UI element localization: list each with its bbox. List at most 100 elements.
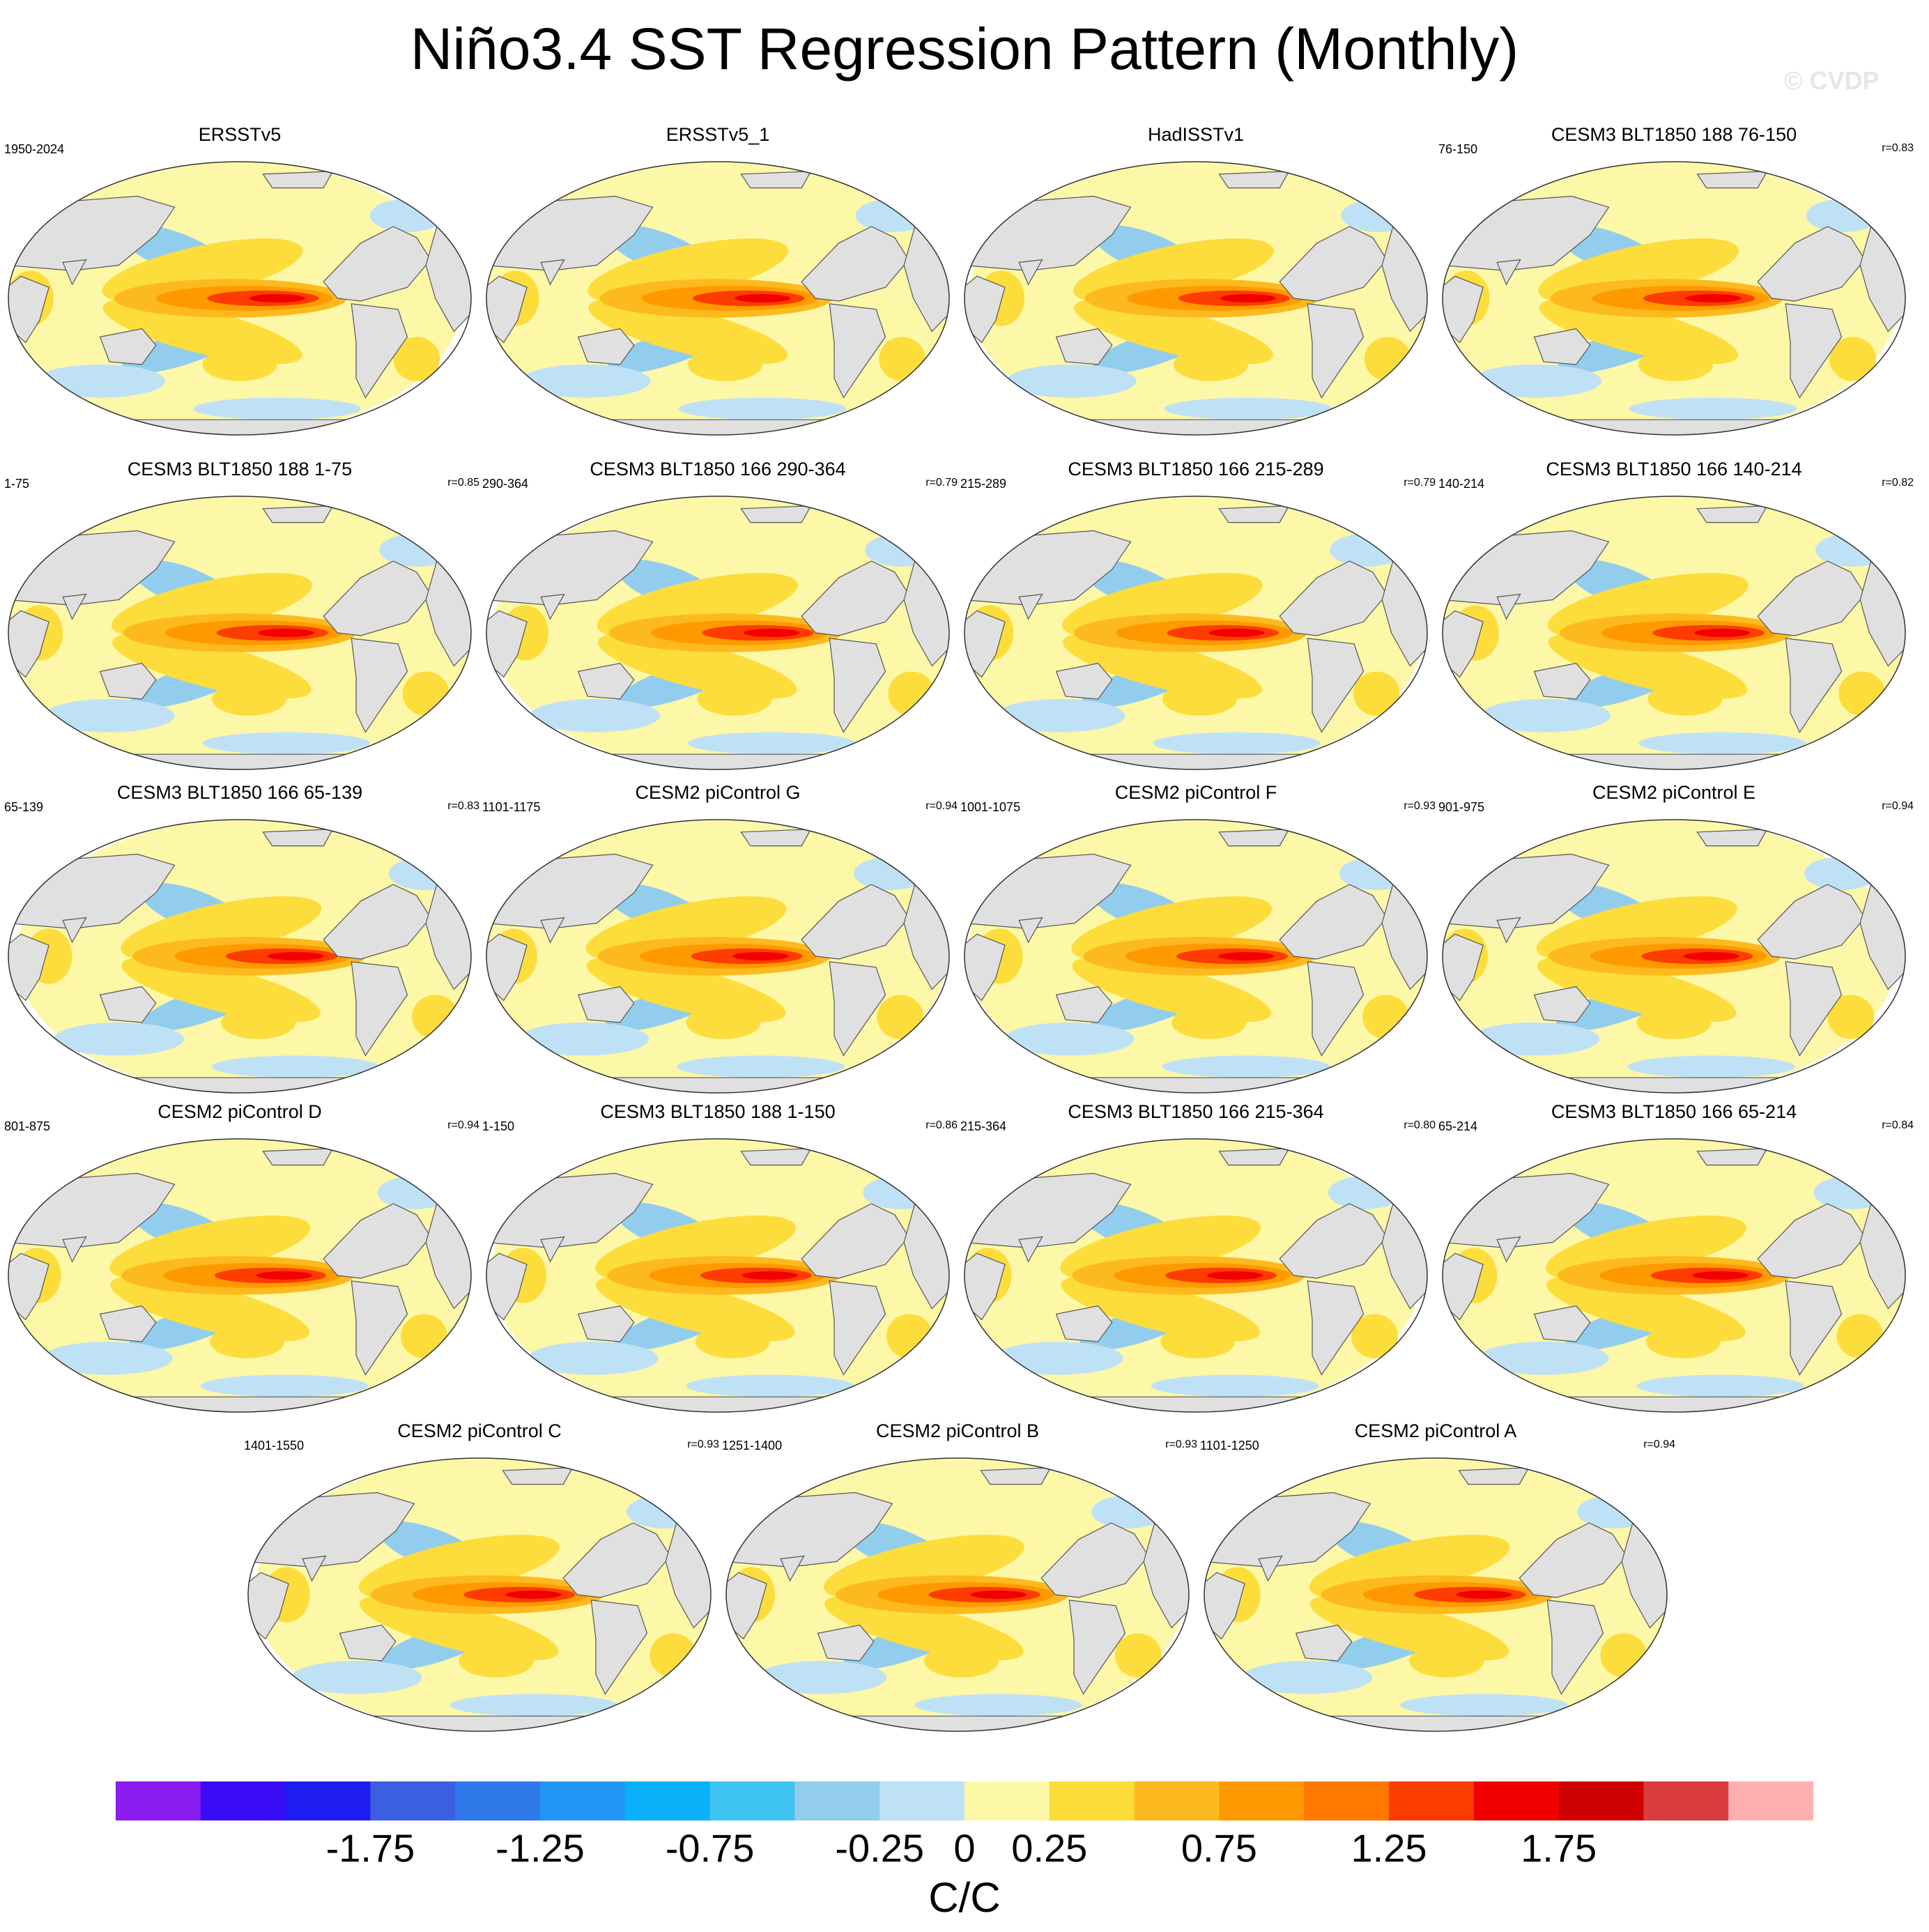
colorbar-swatch — [1643, 1781, 1729, 1820]
map-border — [1442, 819, 1906, 1094]
land-mass — [1295, 1624, 1353, 1662]
sst-anomaly-region — [210, 1325, 285, 1358]
panel-title: CESM3 BLT1850 188 1-75 — [127, 459, 353, 480]
land-mass — [817, 1624, 875, 1662]
land-mass — [99, 1305, 157, 1342]
map-border — [964, 161, 1428, 436]
panel-pattern-correlation: r=0.93 — [1404, 800, 1436, 812]
colorbar-swatch — [200, 1781, 286, 1820]
sst-anomaly-region — [379, 533, 454, 567]
land-mass — [1204, 1572, 1245, 1640]
panel-period: 901-975 — [1438, 800, 1485, 814]
land-mass — [726, 1572, 767, 1640]
land-mass — [1785, 1280, 1843, 1376]
sst-anomaly-region — [1469, 1022, 1600, 1056]
sst-anomaly-region — [1537, 956, 1737, 1022]
map-panel: CESM3 BLT1850 166 215-364 215-364 r=0.80 — [956, 1100, 1436, 1420]
land-mass — [502, 1467, 574, 1485]
panel-title: CESM2 piControl D — [157, 1101, 322, 1122]
map-panel: CESM3 BLT1850 166 290-364 290-364 r=0.79 — [478, 457, 958, 778]
sst-anomaly-region — [1114, 1633, 1162, 1678]
land-mass — [262, 1148, 334, 1166]
sst-anomaly-region — [697, 682, 772, 716]
panel-pattern-correlation: r=0.94 — [447, 1119, 479, 1131]
map-svg — [964, 819, 1428, 1094]
colorbar-swatch — [370, 1781, 456, 1820]
map-svg — [964, 161, 1428, 436]
sst-anomaly-region — [1683, 952, 1739, 960]
land-mass — [1055, 1305, 1113, 1342]
land-mass — [486, 275, 528, 344]
colorbar-tick-label: -1.25 — [495, 1826, 585, 1870]
colorbar-swatch — [1219, 1781, 1305, 1820]
panel-title: CESM3 BLT1850 166 65-139 — [116, 782, 363, 803]
sst-anomaly-region — [1829, 337, 1876, 381]
map-panel: ERSSTv5_1 — [478, 123, 958, 443]
colorbar-swatch — [709, 1781, 795, 1820]
land-mass — [62, 593, 87, 620]
land-mass — [779, 1715, 1136, 1731]
land-mass — [99, 662, 157, 700]
land-mass — [964, 275, 1006, 344]
land-mass — [740, 1148, 812, 1166]
colorbar-swatch — [285, 1781, 371, 1820]
land-mass — [262, 829, 334, 847]
land-mass — [1218, 829, 1290, 847]
map-svg — [8, 819, 472, 1094]
sst-anomaly-region — [291, 1661, 422, 1694]
land-mass — [1443, 1252, 1484, 1321]
land-mass — [740, 505, 812, 523]
sst-anomaly-region — [401, 1314, 447, 1358]
panel-period: 76-150 — [1438, 142, 1478, 156]
sst-anomaly-region — [1539, 298, 1739, 365]
land-mass — [964, 1252, 1006, 1321]
colorbar-swatch — [879, 1781, 965, 1820]
land-mass — [302, 1555, 327, 1582]
land-mass — [61, 753, 418, 769]
sst-anomaly-region — [1164, 397, 1332, 420]
panel-title: CESM2 piControl B — [875, 1420, 1040, 1441]
map-svg — [1204, 1457, 1668, 1732]
land-mass — [590, 1600, 648, 1695]
sst-anomaly-region — [686, 1006, 761, 1039]
land-mass — [577, 662, 635, 700]
colorbar-tick-labels: -1.75 -1.25 -0.75 -0.25 0 0.25 0.75 1.25 1.75 — [0, 1826, 1929, 1882]
sst-anomaly-region — [211, 682, 286, 716]
land-mass — [351, 1280, 408, 1376]
panel-title: CESM3 BLT1850 166 215-289 — [1068, 459, 1324, 480]
sst-anomaly-region — [877, 995, 924, 1039]
panel-title: ERSSTv5 — [198, 124, 282, 145]
sst-anomaly-region — [1160, 1325, 1236, 1358]
sst-anomaly-region — [854, 857, 928, 890]
map-panel: CESM3 BLT1850 188 1-150 1-150 r=0.86 — [478, 1100, 958, 1420]
land-mass — [1443, 275, 1484, 344]
land-mass — [1533, 328, 1591, 365]
sst-anomaly-region — [1162, 682, 1237, 716]
panel-title: CESM2 piControl A — [1354, 1420, 1517, 1441]
sst-anomaly-region — [520, 365, 651, 398]
sst-anomaly-region — [1400, 1694, 1568, 1717]
sst-anomaly-region — [879, 337, 925, 381]
land-mass — [1785, 638, 1843, 733]
land-mass — [486, 610, 528, 678]
map-panel: CESM2 piControl C 1401-1550 r=0.93 — [240, 1419, 719, 1740]
land-mass — [486, 1252, 528, 1321]
panel-pattern-correlation: r=0.94 — [1643, 1439, 1675, 1450]
land-mass — [1546, 1600, 1604, 1695]
sst-anomaly-region — [1694, 629, 1751, 637]
sst-anomaly-region — [1153, 732, 1321, 755]
sst-anomaly-region — [1548, 633, 1748, 699]
colorbar-swatch — [455, 1781, 541, 1820]
map-panel: CESM2 piControl A 1101-1250 r=0.94 — [1196, 1419, 1675, 1740]
land-mass — [248, 1572, 289, 1640]
sst-anomaly-region — [677, 1055, 845, 1078]
land-mass — [540, 917, 565, 944]
map-panel: CESM3 BLT1850 188 76-150 76-150 r=0.83 — [1434, 123, 1914, 443]
land-mass — [1068, 1600, 1126, 1695]
sst-anomaly-region — [596, 1275, 795, 1342]
sst-anomaly-region — [42, 1342, 173, 1375]
panel-period: 1101-1175 — [482, 800, 541, 814]
land-mass — [486, 933, 528, 1002]
sst-anomaly-region — [824, 1595, 1024, 1661]
sst-anomaly-region — [994, 699, 1125, 733]
